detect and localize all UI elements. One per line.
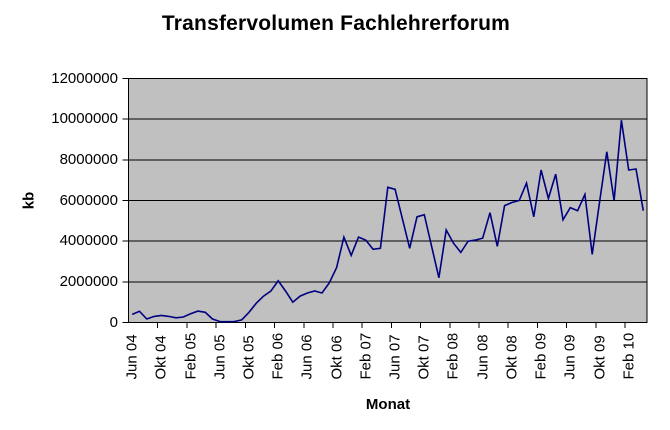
x-tick-label: Okt 06 <box>328 335 346 380</box>
y-tick-label: 6000000 <box>59 191 118 209</box>
y-tick-label: 4000000 <box>59 232 118 250</box>
x-tick-label: Feb 07 <box>357 332 375 380</box>
y-tick-label: 2000000 <box>59 272 118 290</box>
x-axis-title: Monat <box>365 396 411 413</box>
x-tick-label: Okt 08 <box>503 335 521 380</box>
x-tick-label: Jun 07 <box>386 334 404 380</box>
y-axis-title: kb <box>20 191 38 210</box>
chart-title: Transfervolumen Fachlehrerforum <box>161 12 511 35</box>
x-tick-label: Feb 05 <box>182 332 200 380</box>
series-line <box>131 120 645 323</box>
x-tick-label: Jun 09 <box>561 334 579 380</box>
x-tick-label: Okt 09 <box>591 335 609 380</box>
y-tick-label: 8000000 <box>59 150 118 168</box>
x-tick-label: Jun 06 <box>298 334 316 380</box>
x-tick-label: Feb 09 <box>532 332 550 380</box>
y-tick-label: 12000000 <box>51 69 118 87</box>
x-tick-label: Feb 10 <box>620 332 638 380</box>
y-tick-label: 0 <box>109 313 118 331</box>
x-tick-label: Feb 08 <box>444 332 462 380</box>
x-tick-label: Okt 05 <box>240 335 258 380</box>
x-tick-label: Feb 06 <box>269 332 287 380</box>
x-tick-label: Okt 07 <box>415 335 433 380</box>
x-tick-label: Jun 05 <box>211 334 229 380</box>
x-tick-label: Jun 04 <box>123 334 141 380</box>
x-tick-label: Jun 08 <box>474 334 492 380</box>
y-tick-label: 10000000 <box>51 110 118 128</box>
x-tick-label: Okt 04 <box>152 335 170 380</box>
